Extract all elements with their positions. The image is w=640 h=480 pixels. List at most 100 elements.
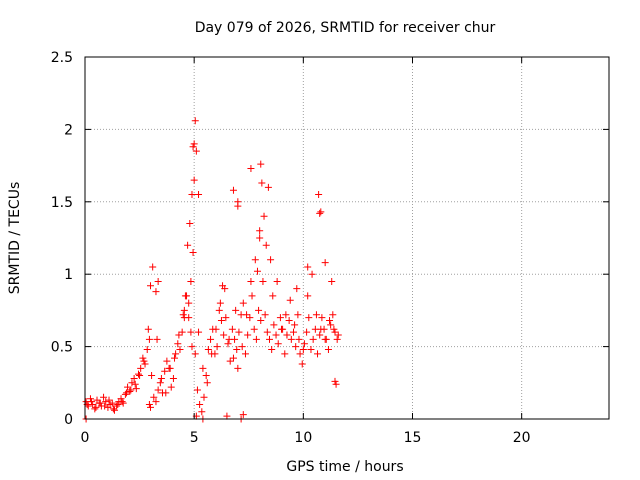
data-point (122, 389, 130, 397)
y-tick-label: 0.5 (51, 340, 73, 356)
data-point (96, 399, 104, 407)
data-point (140, 357, 148, 365)
data-point (117, 395, 125, 403)
data-point (199, 364, 207, 372)
data-point (176, 345, 184, 353)
data-point (329, 311, 337, 319)
data-point (239, 411, 247, 419)
data-point (113, 402, 121, 410)
data-point (131, 380, 139, 388)
data-point (233, 345, 241, 353)
data-point (285, 317, 293, 325)
data-point (261, 311, 269, 319)
data-point (190, 140, 198, 148)
data-point (263, 328, 271, 336)
data-point (124, 383, 132, 391)
data-point (174, 340, 182, 348)
data-point (269, 292, 277, 300)
data-point (134, 370, 142, 378)
data-point (149, 263, 157, 271)
data-point (108, 399, 116, 407)
data-point (234, 364, 242, 372)
data-point (213, 343, 221, 351)
data-point (234, 202, 242, 210)
data-point (220, 331, 228, 339)
data-point (331, 328, 339, 336)
data-point (191, 350, 199, 358)
data-point (273, 277, 281, 285)
data-point (189, 143, 197, 151)
data-point (253, 267, 261, 275)
data-point (290, 328, 298, 336)
data-point (147, 282, 154, 290)
data-point (294, 311, 302, 319)
data-point (180, 306, 188, 314)
data-point (154, 386, 162, 394)
data-point (252, 335, 260, 343)
data-point (144, 325, 152, 333)
data-point (84, 402, 92, 410)
data-point (110, 406, 118, 414)
data-point (256, 227, 264, 235)
data-point (222, 314, 230, 322)
data-point (326, 317, 334, 325)
data-point (278, 325, 285, 333)
data-point (276, 314, 284, 322)
data-point (193, 386, 201, 394)
data-point (130, 374, 138, 382)
data-point (295, 335, 303, 343)
data-point (247, 164, 255, 172)
data-point (257, 160, 265, 168)
data-point (308, 270, 316, 278)
data-point (192, 147, 200, 155)
data-point (212, 325, 220, 333)
data-point (185, 299, 193, 307)
data-point (186, 220, 194, 228)
data-point (226, 357, 234, 365)
data-point (247, 277, 255, 285)
data-point (156, 379, 164, 387)
data-point (188, 343, 196, 351)
data-point (232, 306, 240, 314)
x-tick-label: 5 (190, 430, 199, 446)
data-point (309, 335, 317, 343)
data-point (334, 331, 342, 339)
data-point (238, 343, 246, 351)
data-point (316, 209, 324, 217)
data-point (105, 396, 113, 404)
data-point (157, 374, 165, 382)
plot-frame (84, 56, 610, 420)
data-point (327, 321, 335, 329)
data-point (141, 360, 149, 368)
data-point (265, 335, 273, 343)
x-tick-label: 10 (294, 430, 312, 446)
data-point (257, 317, 265, 325)
data-point (243, 311, 251, 319)
data-point (307, 345, 315, 353)
data-point (88, 398, 96, 406)
data-point (318, 314, 326, 322)
data-point (235, 328, 243, 336)
data-point (195, 191, 203, 199)
data-point (260, 212, 268, 220)
data-point (118, 398, 126, 406)
data-point (175, 331, 183, 339)
data-point (148, 372, 156, 380)
axis-ticks: 0 5 10 15 20 0 0.5 1 1.5 2 2.5 (51, 50, 609, 446)
data-point (314, 350, 322, 358)
data-point (154, 277, 162, 285)
data-point (215, 306, 223, 314)
data-point (119, 399, 127, 407)
data-point (259, 277, 267, 285)
data-point (270, 321, 278, 329)
data-point (145, 401, 153, 409)
data-point (91, 405, 99, 413)
data-point (187, 328, 195, 336)
data-point (330, 325, 338, 333)
data-point (161, 367, 169, 375)
data-point (300, 340, 308, 348)
data-point (246, 314, 254, 322)
data-point (267, 256, 275, 264)
data-point (172, 350, 180, 358)
